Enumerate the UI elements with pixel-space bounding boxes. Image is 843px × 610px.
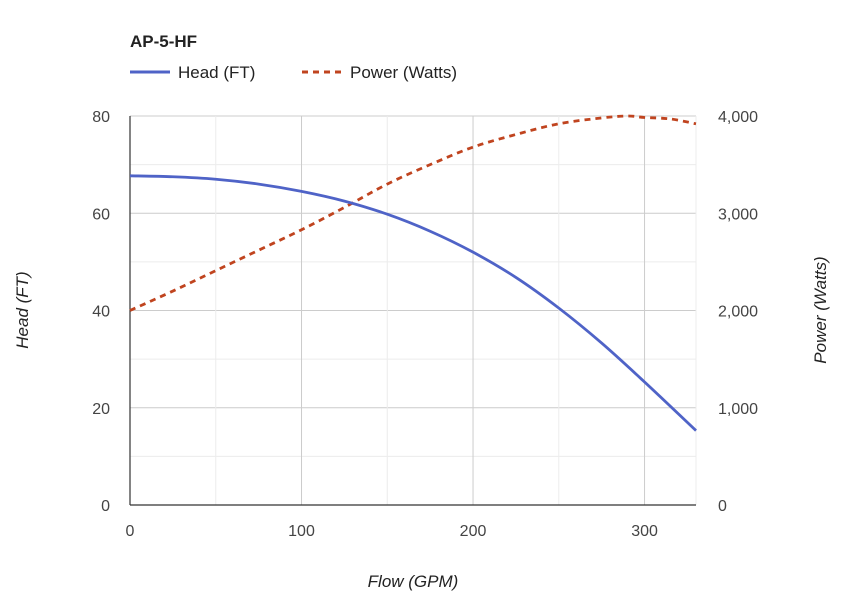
y-right-tick-label: 4,000: [718, 109, 758, 126]
y-right-tick-label: 1,000: [718, 401, 758, 418]
series-line-power: [129, 114, 697, 312]
legend-label-head: Head (FT): [178, 63, 255, 82]
y-right-tick-label: 3,000: [718, 206, 758, 223]
chart-title: AP-5-HF: [130, 32, 197, 51]
series-line-head: [129, 174, 697, 432]
legend-label-power: Power (Watts): [350, 63, 457, 82]
series-layer: [129, 114, 697, 432]
y-left-tick-label: 80: [92, 109, 110, 126]
y-left-tick-label: 20: [92, 401, 110, 418]
y-left-tick-label: 60: [92, 206, 110, 223]
x-axis-title: Flow (GPM): [368, 572, 459, 591]
y-left-tick-label: 0: [101, 498, 110, 515]
x-tick-label: 100: [288, 523, 315, 540]
grid: [130, 115, 697, 505]
y-right-tick-label: 0: [718, 498, 727, 515]
x-tick-label: 200: [460, 523, 487, 540]
tick-labels: 0 100 200 300 0 20 40 60 80 0 1,000 2,000 3,000 4,000: [92, 109, 758, 540]
y-right-tick-label: 2,000: [718, 304, 758, 321]
y-axis-right-title: Power (Watts): [811, 256, 830, 363]
legend: Head (FT) Power (Watts): [130, 63, 457, 82]
x-tick-label: 300: [631, 523, 658, 540]
y-left-tick-label: 40: [92, 304, 110, 321]
y-axis-left-title: Head (FT): [13, 271, 32, 348]
x-tick-label: 0: [126, 523, 135, 540]
